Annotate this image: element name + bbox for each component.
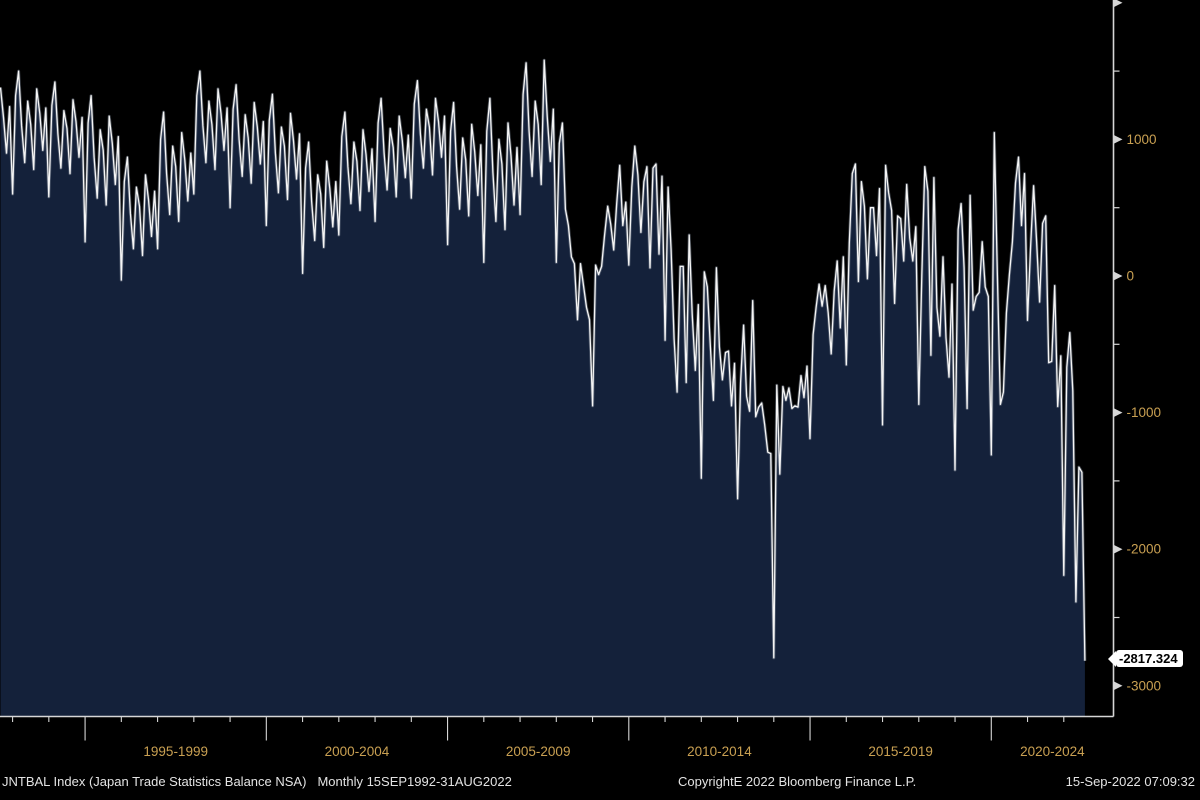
y-axis-major-tick xyxy=(1113,134,1123,144)
last-value-text: -2817.324 xyxy=(1119,651,1178,666)
x-axis-period-label: 2000-2004 xyxy=(325,744,390,759)
x-axis-period-label: 2015-2019 xyxy=(868,744,933,759)
periodicity-range: Monthly 15SEP1992-31AUG2022 xyxy=(317,774,512,789)
x-axis-period-label: 2010-2014 xyxy=(687,744,752,759)
y-axis-tick-label: -1000 xyxy=(1127,405,1162,420)
y-axis-tick-label: -3000 xyxy=(1127,678,1162,693)
y-axis-major-tick xyxy=(1113,0,1123,8)
y-axis-major-tick xyxy=(1113,544,1123,554)
y-axis-major-tick xyxy=(1113,408,1123,418)
y-axis-tick-label: -2000 xyxy=(1127,542,1162,557)
security-description: JNTBAL Index (Japan Trade Statistics Bal… xyxy=(2,774,307,789)
last-value-badge: -2817.324 xyxy=(1116,650,1183,667)
x-axis-period-label: 2005-2009 xyxy=(506,744,571,759)
timestamp-text: 15-Sep-2022 07:09:32 xyxy=(1065,774,1195,789)
x-axis-period-label: 1995-1999 xyxy=(143,744,208,759)
copyright-text: CopyrightЕ 2022 Bloomberg Finance L.P. xyxy=(678,774,917,789)
y-axis-tick-label: 0 xyxy=(1127,269,1135,284)
series-line xyxy=(0,59,1086,661)
series-area-fill xyxy=(0,60,1085,717)
y-axis-major-tick xyxy=(1113,681,1123,691)
chart-footer-description: JNTBAL Index (Japan Trade Statistics Bal… xyxy=(2,774,512,789)
y-axis-tick-label: 1000 xyxy=(1127,132,1157,147)
y-axis-major-tick xyxy=(1113,271,1123,281)
x-axis-period-label: 2020-2024 xyxy=(1020,744,1085,759)
